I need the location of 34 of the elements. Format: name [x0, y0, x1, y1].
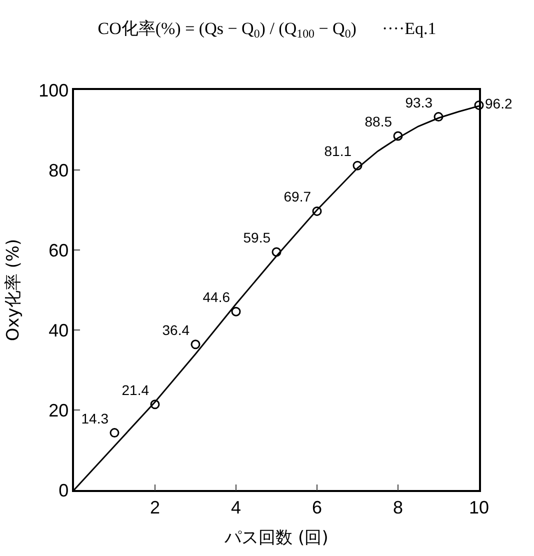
x-tick-label: 10 [468, 497, 490, 518]
point [434, 112, 444, 122]
point [231, 306, 241, 316]
point [150, 400, 160, 410]
data-label: 36.4 [162, 322, 190, 338]
data-label: 14.3 [81, 410, 109, 426]
y-axis-title: Oxy化率 (%) [4, 238, 24, 342]
data-label: 69.7 [284, 188, 312, 205]
point [393, 131, 403, 141]
x-tick-label: 8 [392, 497, 404, 518]
data-label: 44.6 [202, 289, 230, 306]
data-label: 88.5 [364, 114, 392, 130]
point [474, 100, 484, 110]
y-tick-label: 0 [58, 480, 69, 500]
point [190, 340, 200, 350]
data-label: 21.4 [122, 382, 150, 398]
y-tick-label: 80 [48, 160, 69, 180]
data-label: 96.2 [485, 96, 512, 112]
x-tick-label: 2 [150, 497, 160, 518]
point [352, 160, 362, 170]
point [312, 206, 322, 216]
x-tick-label: 4 [230, 497, 242, 518]
x-axis-title: パス回数 (回) [224, 528, 328, 548]
chart-title: CO化率(%) = (Qs − Q$_{0}$) / (Q$_{100}$ − Q$_{0}$) ····Eq.1 [98, 19, 436, 41]
y-tick-label: 60 [48, 240, 69, 260]
data-label: 81.1 [324, 143, 352, 160]
point [272, 247, 282, 257]
y-tick-label: 20 [48, 400, 69, 420]
x-tick-label: 6 [312, 497, 322, 518]
data-label: 59.5 [243, 230, 271, 246]
data-label: 93.3 [405, 94, 433, 110]
y-tick-label: 40 [48, 320, 69, 340]
point [110, 428, 120, 438]
y-tick-label: 100 [38, 80, 69, 100]
